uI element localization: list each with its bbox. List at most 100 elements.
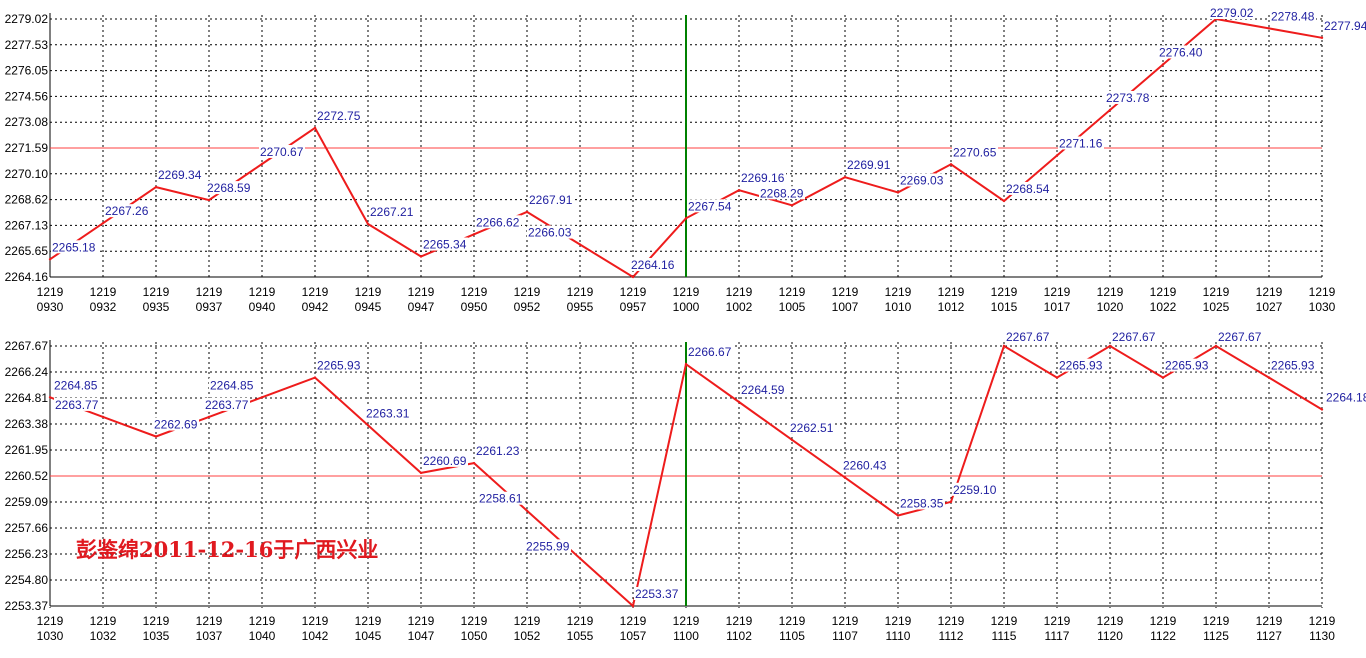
x-tick-label-date: 1219: [196, 285, 223, 299]
data-point: [101, 221, 105, 225]
x-tick-label-date: 1219: [37, 285, 64, 299]
data-point: [154, 435, 158, 438]
data-point: [1002, 199, 1006, 203]
x-tick-label-date: 1219: [1203, 285, 1230, 299]
data-point: [1161, 63, 1165, 66]
x-tick-label-date: 1219: [991, 285, 1018, 299]
x-tick-label-time: 1030: [37, 629, 64, 643]
data-label: 2264.59: [741, 383, 785, 397]
data-label-bg: [1209, 6, 1255, 19]
data-label-bg: [53, 378, 99, 392]
data-point: [1214, 344, 1218, 348]
data-label: 2263.31: [366, 406, 410, 420]
x-tick-label-date: 1219: [355, 285, 382, 299]
data-label: 2267.54: [688, 199, 732, 213]
y-tick-label: 2257.66: [5, 521, 49, 535]
data-label: 2267.91: [529, 193, 573, 207]
data-point: [1267, 376, 1271, 379]
x-tick-label-date: 1219: [143, 285, 170, 299]
data-label-bg: [316, 358, 362, 372]
data-point: [48, 258, 52, 261]
y-tick-label: 2263.38: [5, 417, 49, 431]
y-tick-label: 2271.59: [5, 141, 49, 155]
data-point: [684, 362, 688, 366]
x-tick-label-date: 1219: [620, 285, 647, 299]
data-point: [1055, 154, 1059, 157]
data-label-bg: [157, 168, 203, 182]
data-label: 2265.93: [1165, 359, 1209, 373]
x-tick-label-date: 1219: [37, 614, 64, 628]
data-label: 2262.51: [790, 421, 834, 435]
y-tick-label: 2265.65: [5, 244, 49, 258]
y-tick-label: 2270.10: [5, 167, 49, 181]
x-tick-label-date: 1219: [779, 614, 806, 628]
x-tick-label-date: 1219: [567, 614, 594, 628]
data-label: 2264.16: [631, 258, 675, 272]
x-tick-label-time: 0937: [196, 300, 223, 314]
y-tick-label: 2277.53: [5, 38, 49, 52]
data-label: 2268.54: [1006, 182, 1050, 196]
data-label: 2277.94: [1324, 19, 1366, 33]
x-tick-label-date: 1219: [461, 285, 488, 299]
x-tick-label-date: 1219: [938, 285, 965, 299]
data-point: [631, 604, 635, 608]
data-label: 2276.40: [1159, 45, 1203, 59]
data-label: 2262.69: [154, 418, 198, 432]
x-tick-label-date: 1219: [620, 614, 647, 628]
data-label: 2263.77: [55, 398, 99, 412]
x-tick-label-date: 1219: [1256, 285, 1283, 299]
x-tick-label-time: 1055: [567, 629, 594, 643]
x-tick-label-time: 0950: [461, 300, 488, 314]
x-tick-label-date: 1219: [514, 614, 541, 628]
x-tick-label-date: 1219: [991, 614, 1018, 628]
x-tick-label-time: 1032: [90, 629, 117, 643]
data-label-bg: [528, 192, 574, 206]
data-point: [843, 175, 847, 179]
data-point: [1267, 27, 1271, 30]
data-label-bg: [475, 215, 521, 229]
y-tick-label: 2264.81: [5, 391, 49, 405]
data-label: 2278.48: [1271, 9, 1315, 23]
x-tick-label-date: 1219: [302, 285, 329, 299]
y-tick-label: 2274.56: [5, 89, 49, 103]
data-point: [896, 514, 900, 517]
data-point: [101, 415, 105, 419]
x-tick-label-time: 1052: [514, 629, 541, 643]
x-tick-label-date: 1219: [302, 614, 329, 628]
data-label: 2266.03: [528, 226, 572, 240]
x-tick-label-date: 1219: [779, 285, 806, 299]
x-tick-label-time: 1125: [1203, 629, 1229, 643]
data-label-bg: [687, 199, 733, 213]
data-point: [525, 509, 529, 512]
x-tick-label-time: 1115: [992, 629, 1017, 643]
x-tick-label-time: 1035: [143, 629, 170, 643]
data-label-bg: [1164, 358, 1210, 372]
data-label: 2268.29: [760, 186, 804, 200]
data-point: [1002, 344, 1006, 348]
y-tick-label: 2256.23: [5, 547, 49, 561]
x-tick-label-time: 1122: [1150, 629, 1176, 643]
data-label: 2272.75: [317, 109, 361, 123]
data-label-bg: [1217, 330, 1263, 343]
data-label-bg: [525, 539, 571, 553]
data-point: [1108, 344, 1112, 348]
data-label: 2264.85: [210, 378, 254, 392]
data-point: [154, 185, 158, 189]
x-tick-label-time: 0930: [37, 300, 64, 314]
x-tick-label-date: 1219: [1309, 614, 1336, 628]
data-point: [737, 188, 741, 192]
data-label-bg: [478, 491, 524, 505]
data-point: [419, 471, 423, 475]
data-label-bg: [740, 383, 786, 396]
x-tick-label-date: 1219: [408, 285, 435, 299]
data-point: [525, 210, 529, 214]
data-label-bg: [104, 204, 150, 218]
x-tick-label-time: 1027: [1256, 300, 1283, 314]
data-point: [313, 376, 317, 379]
y-tick-label: 2273.08: [5, 115, 49, 129]
data-label: 2263.77: [205, 398, 249, 412]
x-tick-label-time: 0955: [567, 300, 594, 314]
x-tick-label-time: 1037: [196, 629, 223, 643]
y-tick-label: 2260.52: [5, 469, 49, 483]
